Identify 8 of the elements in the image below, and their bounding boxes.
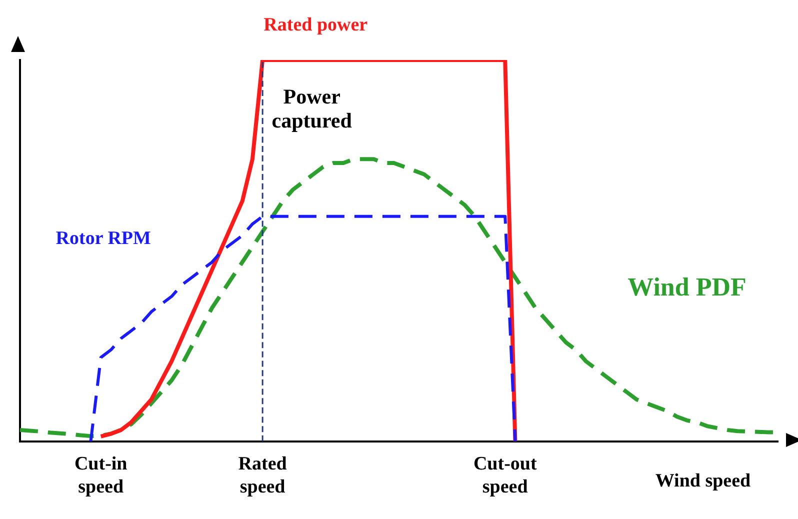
annotation: Power captured — [272, 84, 352, 133]
text: Rotor RPM — [56, 228, 152, 250]
x-axis-title: Wind speed — [655, 470, 752, 492]
x-tick-label: Cut-out speed — [473, 454, 538, 498]
text: Wind PDF — [628, 272, 746, 302]
series-label: Rated power — [264, 14, 368, 36]
x-tick-label: Cut-in speed — [74, 454, 128, 498]
x-tick-label: Rated speed — [238, 454, 288, 498]
